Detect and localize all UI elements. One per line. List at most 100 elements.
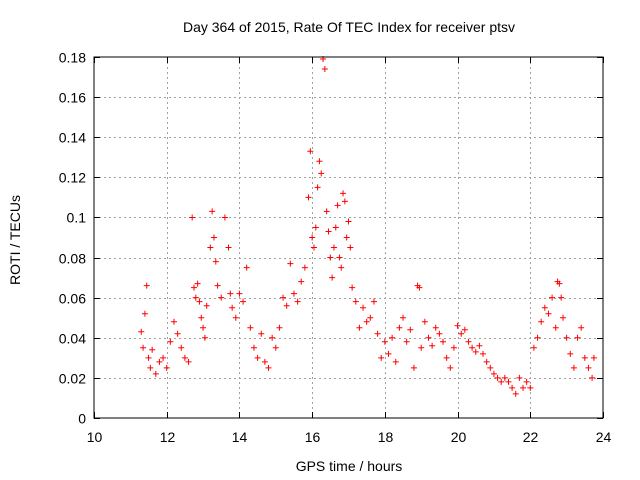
data-point [305, 194, 312, 201]
data-point [538, 318, 545, 325]
data-points-layer [138, 56, 597, 397]
data-point [370, 298, 377, 305]
data-point [318, 170, 325, 177]
data-point [163, 364, 170, 371]
data-point [581, 354, 588, 361]
x-tick-label: 16 [305, 429, 321, 445]
data-point [276, 324, 283, 331]
data-point [203, 302, 210, 309]
data-point [143, 282, 150, 289]
data-point [283, 302, 290, 309]
data-point [301, 264, 308, 271]
data-point [290, 290, 297, 297]
x-tick-label: 14 [232, 429, 248, 445]
data-point [389, 334, 396, 341]
data-point [356, 324, 363, 331]
data-point [170, 318, 177, 325]
data-point [541, 304, 548, 311]
y-tick-label: 0.06 [59, 291, 86, 307]
data-point [443, 354, 450, 361]
data-point [461, 326, 468, 333]
x-axis-label: GPS time / hours [296, 458, 403, 474]
data-point [210, 234, 217, 241]
data-point [243, 264, 250, 271]
data-point [421, 318, 428, 325]
data-point [174, 330, 181, 337]
data-point [145, 354, 152, 361]
x-tick-label: 12 [160, 429, 176, 445]
data-point [261, 358, 268, 365]
x-tick-label: 10 [87, 429, 103, 445]
data-point [558, 294, 565, 301]
data-point [512, 390, 519, 397]
data-point [321, 66, 328, 73]
y-tick-label: 0.02 [59, 371, 86, 387]
data-point [487, 364, 494, 371]
data-point [407, 326, 414, 333]
data-point [207, 244, 214, 251]
data-point [138, 328, 145, 335]
data-point [190, 284, 197, 291]
data-point [254, 354, 261, 361]
data-point [578, 324, 585, 331]
data-point [374, 330, 381, 337]
data-point [189, 214, 196, 221]
chart-title: Day 364 of 2015, Rate Of TEC Index for r… [183, 19, 515, 35]
data-point [347, 244, 354, 251]
data-point [385, 350, 392, 357]
data-point [574, 334, 581, 341]
plot-frame [93, 56, 604, 419]
data-point [338, 264, 345, 271]
data-point [480, 350, 487, 357]
data-point [381, 338, 388, 345]
data-point [294, 298, 301, 305]
data-point [472, 348, 479, 355]
data-point [567, 350, 574, 357]
data-point [516, 374, 523, 381]
y-tick-label: 0.04 [59, 331, 86, 347]
data-point [201, 334, 208, 341]
data-point [194, 280, 201, 287]
data-point [352, 298, 359, 305]
data-point [483, 358, 490, 365]
y-tick-label: 0.14 [59, 130, 86, 146]
data-point [343, 234, 350, 241]
tick-layer: 10 12 14 16 18 20 22 24 0 0.02 0.04 0.06 0.08 0.1 0.12… [59, 50, 612, 446]
y-tick-label: 0.12 [59, 170, 86, 186]
data-point [590, 354, 597, 361]
data-point [160, 354, 167, 361]
data-point [152, 370, 159, 377]
data-point [141, 310, 148, 317]
data-point [181, 354, 188, 361]
data-point [410, 364, 417, 371]
data-point [209, 208, 216, 215]
data-point [403, 338, 410, 345]
data-point [316, 158, 323, 165]
data-point [400, 314, 407, 321]
data-point [570, 364, 577, 371]
data-point [585, 364, 592, 371]
data-point [425, 334, 432, 341]
data-point [310, 244, 317, 251]
data-point [534, 334, 541, 341]
data-point [341, 198, 348, 205]
data-point [505, 378, 512, 385]
data-point [312, 224, 319, 231]
data-point [329, 274, 336, 281]
data-point [469, 344, 476, 351]
data-point [563, 334, 570, 341]
data-point [494, 374, 501, 381]
x-tick-label: 24 [596, 429, 612, 445]
x-tick-label: 20 [451, 429, 467, 445]
data-point [323, 208, 330, 215]
data-point [520, 384, 527, 391]
data-point [227, 290, 234, 297]
data-point [501, 374, 508, 381]
data-point [147, 364, 154, 371]
data-point [523, 378, 530, 385]
data-point [589, 374, 596, 381]
data-point [307, 148, 314, 155]
data-point [298, 278, 305, 285]
